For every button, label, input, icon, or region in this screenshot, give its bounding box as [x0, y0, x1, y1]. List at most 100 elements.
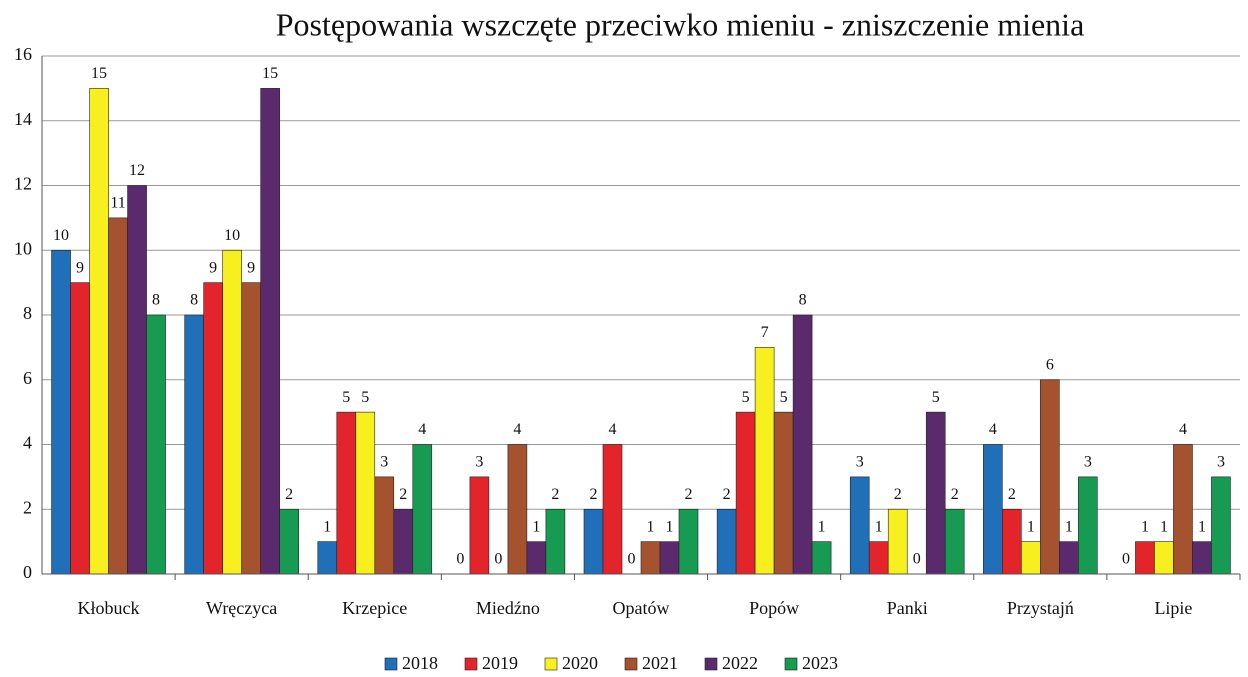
data-label: 0 — [456, 551, 464, 568]
data-label: 2 — [951, 486, 959, 503]
data-label: 2 — [723, 486, 731, 503]
bar — [393, 508, 414, 575]
data-label: 10 — [53, 227, 69, 244]
bar — [1154, 541, 1174, 575]
bar — [279, 508, 299, 575]
bar — [849, 476, 870, 575]
y-tick-label: 16 — [14, 44, 32, 64]
data-label: 7 — [761, 324, 769, 341]
legend-label: 2021 — [642, 653, 678, 673]
data-label: 11 — [110, 195, 125, 212]
legend-label: 2018 — [402, 653, 438, 673]
bar — [868, 541, 889, 575]
bar — [792, 314, 813, 575]
data-label: 4 — [513, 421, 521, 438]
data-label: 4 — [418, 421, 426, 438]
data-label: 15 — [262, 65, 278, 82]
data-label: 5 — [780, 389, 788, 406]
data-label: 3 — [1217, 454, 1225, 471]
bar — [260, 88, 280, 575]
data-label: 0 — [628, 551, 636, 568]
bar — [108, 217, 128, 575]
data-label: 0 — [1122, 551, 1130, 568]
x-tick-label: Miedźno — [476, 598, 540, 618]
data-label: 1 — [875, 518, 883, 535]
data-label: 1 — [323, 518, 331, 535]
bar — [602, 444, 623, 575]
data-label: 5 — [932, 389, 940, 406]
bar — [1192, 541, 1212, 575]
data-label: 5 — [742, 389, 750, 406]
legend-label: 2022 — [722, 653, 758, 673]
data-label: 2 — [285, 486, 293, 503]
bar — [811, 541, 832, 575]
data-label: 1 — [1065, 518, 1073, 535]
data-label: 1 — [647, 518, 655, 535]
legend-label: 2020 — [562, 653, 598, 673]
bar — [184, 314, 204, 575]
bar — [735, 411, 756, 575]
x-tick-label: Przystajń — [1007, 598, 1074, 618]
legend-label: 2019 — [482, 653, 518, 673]
bar — [887, 508, 908, 575]
bar — [203, 282, 223, 575]
bar — [127, 185, 147, 575]
bar — [1135, 541, 1155, 575]
x-tick-label: Popów — [749, 598, 799, 618]
legend-swatch — [784, 657, 798, 671]
bar — [1173, 444, 1193, 575]
x-tick-label: Panki — [887, 598, 928, 618]
data-label: 15 — [91, 65, 107, 82]
data-label: 1 — [1141, 518, 1149, 535]
data-label: 1 — [666, 518, 674, 535]
data-label: 2 — [551, 486, 559, 503]
data-label: 6 — [1046, 356, 1054, 373]
data-label: 1 — [532, 518, 540, 535]
x-tick-label: Kłobuck — [78, 598, 140, 618]
bar — [89, 88, 109, 575]
data-label: 0 — [494, 551, 502, 568]
bar — [222, 249, 242, 575]
data-label: 3 — [475, 454, 483, 471]
y-tick-label: 10 — [14, 238, 32, 258]
data-label: 1 — [1027, 518, 1035, 535]
bar — [146, 314, 166, 575]
bar — [1078, 476, 1098, 575]
bar — [412, 444, 433, 575]
legend-swatch — [384, 657, 398, 671]
bar — [1002, 508, 1022, 575]
data-label: 2 — [894, 486, 902, 503]
data-label: 1 — [1198, 518, 1206, 535]
bar — [355, 411, 376, 575]
data-label: 1 — [818, 518, 826, 535]
y-tick-label: 2 — [23, 497, 32, 517]
data-label: 2 — [399, 486, 407, 503]
data-label: 1 — [1160, 518, 1168, 535]
bar — [754, 347, 775, 575]
bar — [317, 541, 338, 575]
bar — [773, 411, 794, 575]
bar — [944, 508, 965, 575]
data-label: 9 — [247, 259, 255, 276]
y-tick-label: 0 — [23, 562, 32, 582]
y-tick-label: 14 — [14, 109, 32, 129]
bar — [545, 508, 566, 575]
x-tick-label: Opatów — [613, 598, 670, 618]
data-label: 8 — [152, 292, 160, 309]
data-label: 4 — [989, 421, 997, 438]
chart-title: Postępowania wszczęte przeciwko mieniu -… — [276, 6, 1085, 42]
bar — [241, 282, 261, 575]
legend-label: 2023 — [802, 653, 838, 673]
bar — [469, 476, 490, 575]
data-label: 12 — [129, 162, 145, 179]
legend-swatch — [704, 657, 718, 671]
bar — [526, 541, 547, 575]
bar — [1021, 541, 1041, 575]
data-label: 3 — [380, 454, 388, 471]
bar — [507, 444, 528, 575]
bar — [925, 411, 946, 575]
bar — [983, 444, 1003, 575]
data-label: 5 — [361, 389, 369, 406]
data-label: 2 — [590, 486, 598, 503]
data-label: 10 — [224, 227, 240, 244]
